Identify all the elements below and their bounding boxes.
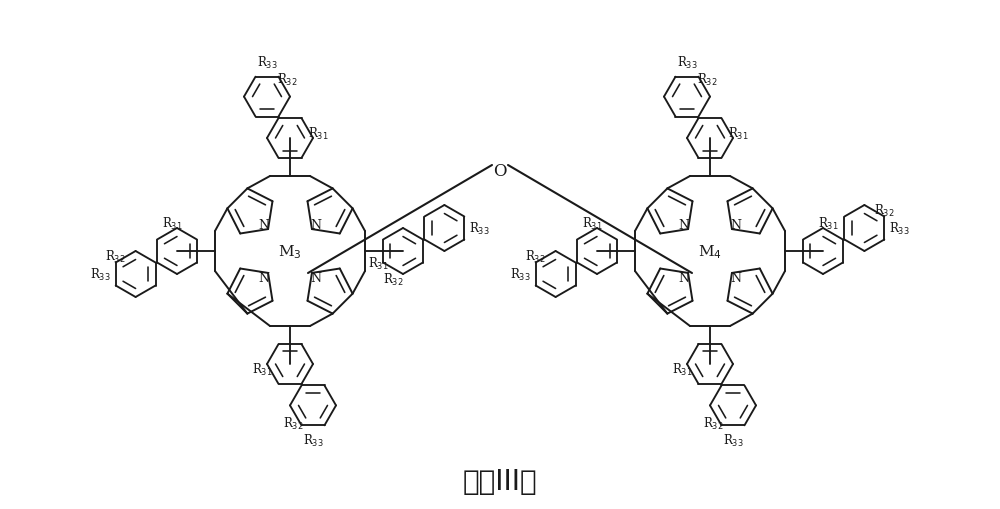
Text: R$_{31}$: R$_{31}$ [728, 126, 748, 142]
Text: R$_{31}$: R$_{31}$ [818, 215, 838, 232]
Text: N: N [678, 219, 689, 232]
Text: N: N [258, 219, 269, 232]
Text: R$_{33}$: R$_{33}$ [723, 433, 743, 448]
Text: R$_{33}$: R$_{33}$ [90, 266, 111, 282]
Text: R$_{32}$: R$_{32}$ [697, 71, 717, 88]
Text: N: N [678, 271, 689, 284]
Text: R$_{32}$: R$_{32}$ [383, 271, 403, 288]
Text: N: N [258, 271, 269, 284]
Text: R$_{32}$: R$_{32}$ [105, 248, 126, 265]
Text: 式（III）: 式（III） [463, 467, 537, 495]
Text: N: N [731, 271, 742, 284]
Text: R$_{31}$: R$_{31}$ [368, 256, 388, 271]
Text: N: N [731, 219, 742, 232]
Text: R$_{31}$: R$_{31}$ [582, 215, 602, 232]
Text: R$_{32}$: R$_{32}$ [525, 248, 546, 265]
Text: R$_{32}$: R$_{32}$ [277, 71, 297, 88]
Text: N: N [311, 219, 322, 232]
Text: N: N [311, 271, 322, 284]
Text: R$_{33}$: R$_{33}$ [469, 220, 490, 237]
Text: R$_{31}$: R$_{31}$ [252, 361, 272, 377]
Text: R$_{33}$: R$_{33}$ [889, 220, 910, 237]
Text: R$_{32}$: R$_{32}$ [703, 415, 723, 432]
Text: R$_{31}$: R$_{31}$ [162, 215, 182, 232]
Text: R$_{33}$: R$_{33}$ [510, 266, 531, 282]
Text: M$_3$: M$_3$ [278, 243, 302, 260]
Text: R$_{32}$: R$_{32}$ [874, 203, 895, 219]
Text: R$_{33}$: R$_{33}$ [677, 54, 697, 71]
Text: O: O [493, 163, 507, 180]
Text: R$_{31}$: R$_{31}$ [308, 126, 328, 142]
Text: R$_{33}$: R$_{33}$ [257, 54, 277, 71]
Text: R$_{33}$: R$_{33}$ [303, 433, 323, 448]
Text: R$_{31}$: R$_{31}$ [672, 361, 692, 377]
Text: M$_4$: M$_4$ [698, 243, 722, 260]
Text: R$_{32}$: R$_{32}$ [283, 415, 303, 432]
